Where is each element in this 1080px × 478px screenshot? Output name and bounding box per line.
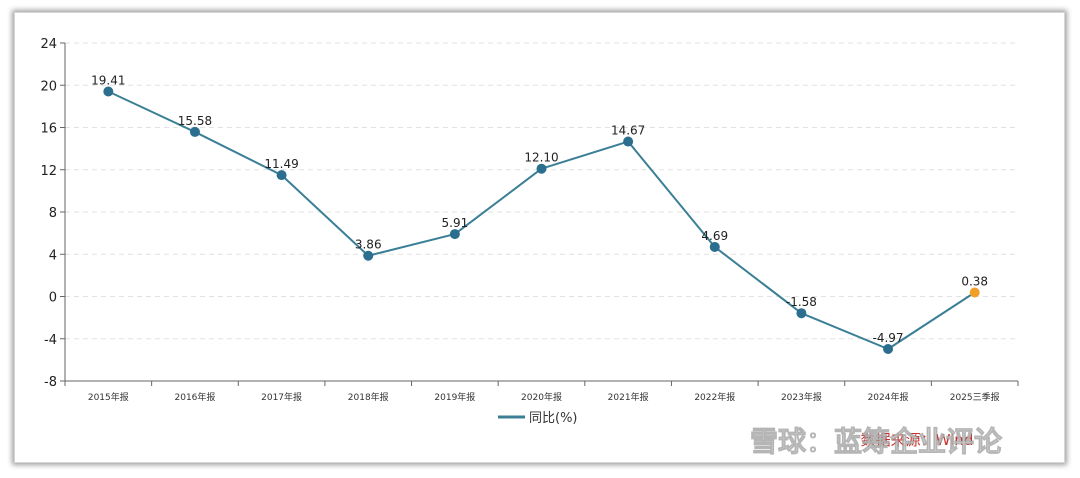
- source-note: 数据来源：Wind: [861, 431, 974, 449]
- y-tick-label: 4: [49, 248, 57, 263]
- x-axis-ticks: 2015年报 2016年报 2017年报 2018年报 2019年报 2020年报 2021…: [64, 381, 1019, 403]
- data-point[interactable]: [363, 250, 374, 261]
- data-label: 19.41: [91, 73, 125, 87]
- data-label: 11.49: [264, 157, 298, 171]
- y-tick-label: 20: [40, 79, 57, 94]
- y-tick-label: -8: [44, 375, 57, 390]
- legend-label: 同比(%): [529, 411, 578, 426]
- data-label: -4.97: [873, 331, 904, 345]
- data-point[interactable]: [883, 343, 894, 354]
- y-tick-label: 8: [49, 206, 57, 221]
- series: [103, 86, 980, 354]
- data-label: 12.10: [524, 151, 558, 165]
- data-label: -1.58: [786, 295, 817, 309]
- x-tick-label: 2020年报: [521, 391, 562, 403]
- y-tick-label: 12: [40, 164, 57, 179]
- line-chart: 24 20 16 12 8 4 0 -4 -8 2015年报 2016年报 2017年报 2018年报…: [40, 37, 1019, 458]
- x-tick-label: 2015年报: [88, 391, 129, 403]
- data-label: 5.91: [442, 216, 469, 230]
- x-tick-label: 2024年报: [868, 391, 909, 403]
- x-tick-label: 2018年报: [348, 391, 389, 403]
- watermark: 雪球：蓝筹企业评论: [750, 425, 1003, 458]
- chart-frame: 24 20 16 12 8 4 0 -4 -8 2015年报 2016年报 2017年报 2018年报…: [14, 12, 1065, 463]
- x-tick-label: 2022年报: [694, 391, 735, 403]
- data-point[interactable]: [103, 86, 114, 97]
- data-point[interactable]: [623, 136, 634, 147]
- y-tick-label: 24: [40, 37, 57, 52]
- data-labels: 19.41 15.58 11.49 3.86 5.91 12.10 14.67 4.69 -1.…: [91, 73, 988, 345]
- data-label: 3.86: [355, 238, 382, 252]
- x-tick-label: 2016年报: [175, 391, 216, 403]
- x-tick-label: 2021年报: [608, 391, 649, 403]
- gridlines: [65, 42, 1018, 340]
- x-tick-label: 2023年报: [781, 391, 822, 403]
- data-point[interactable]: [536, 163, 547, 174]
- data-label: 0.38: [961, 274, 988, 288]
- x-tick-label: 2025三季报: [950, 391, 1000, 403]
- data-point[interactable]: [796, 308, 807, 319]
- y-tick-label: -4: [44, 333, 57, 348]
- x-tick-label: 2017年报: [261, 391, 302, 403]
- data-point[interactable]: [189, 126, 200, 137]
- data-point[interactable]: [276, 170, 287, 181]
- legend[interactable]: 同比(%): [498, 411, 578, 426]
- data-point[interactable]: [969, 287, 980, 298]
- x-tick-label: 2019年报: [434, 391, 475, 403]
- data-label: 4.69: [701, 229, 728, 243]
- y-tick-label: 16: [40, 122, 57, 137]
- y-axis-ticks: 24 20 16 12 8 4 0 -4 -8: [40, 37, 65, 390]
- series-line: [107, 90, 976, 350]
- data-label: 14.67: [611, 124, 645, 138]
- data-label: 15.58: [178, 114, 212, 128]
- data-point[interactable]: [709, 241, 720, 252]
- y-tick-label: 0: [49, 291, 57, 306]
- data-point[interactable]: [449, 229, 460, 240]
